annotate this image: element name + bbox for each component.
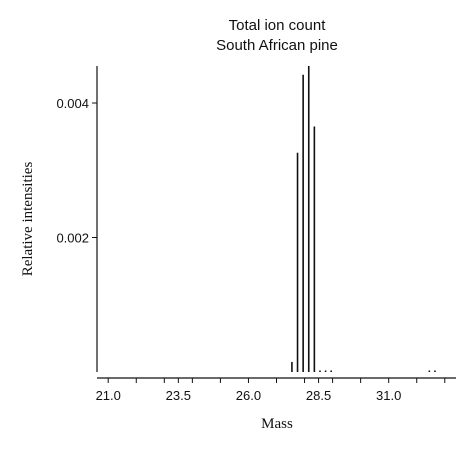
y-tick-label: 0.004: [56, 96, 89, 111]
x-ticks: 21.0 23.5 26.0 28.5 31.0: [96, 378, 446, 403]
y-axis-label: Relative intensities: [20, 162, 36, 277]
chart-title: Total ion count: [229, 17, 327, 34]
chart-subtitle: South African pine: [216, 37, 338, 54]
y-ticks: 0.002 0.004: [56, 96, 97, 245]
peaks: [291, 66, 436, 372]
x-axis-label: Mass: [261, 416, 293, 432]
x-tick-label: 31.0: [376, 388, 401, 403]
x-tick-label: 21.0: [96, 388, 121, 403]
x-tick-label: 26.0: [236, 388, 261, 403]
axes: [96, 66, 456, 379]
y-tick-label: 0.002: [56, 230, 89, 245]
x-tick-label: 23.5: [166, 388, 191, 403]
x-tick-label: 28.5: [306, 388, 331, 403]
